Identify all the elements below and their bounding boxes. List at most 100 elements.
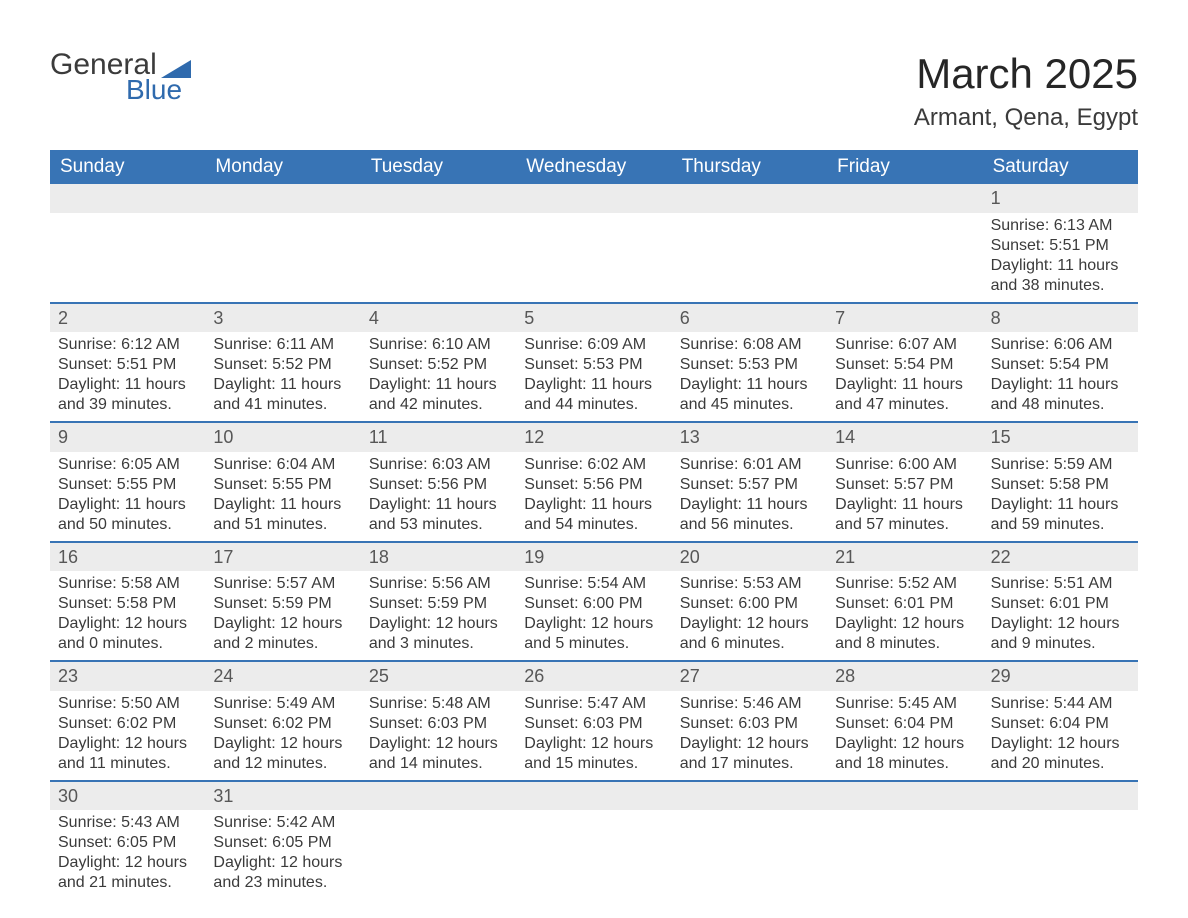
- filler: [524, 276, 663, 296]
- day-number: 18: [361, 541, 516, 572]
- calendar-cell: 30Sunrise: 5:43 AMSunset: 6:05 PMDayligh…: [50, 780, 205, 900]
- title-block: March 2025 Armant, Qena, Egypt: [914, 50, 1138, 132]
- calendar-cell: 6Sunrise: 6:08 AMSunset: 5:53 PMDaylight…: [672, 302, 827, 422]
- sunset-line: Sunset: 6:01 PM: [835, 594, 974, 614]
- calendar-cell: 8Sunrise: 6:06 AMSunset: 5:54 PMDaylight…: [983, 302, 1138, 422]
- day-number: 22: [983, 541, 1138, 572]
- sunset-line: Sunset: 5:51 PM: [991, 236, 1130, 256]
- day-number: 28: [827, 660, 982, 691]
- sunrise-line: Sunrise: 6:09 AM: [524, 335, 663, 355]
- calendar-cell-empty: .: [672, 780, 827, 900]
- day-label: Sunday: [50, 150, 205, 184]
- calendar-cell: 11Sunrise: 6:03 AMSunset: 5:56 PMDayligh…: [361, 421, 516, 541]
- sunrise-line: Sunrise: 5:47 AM: [524, 694, 663, 714]
- calendar-cell: 14 Sunrise: 6:00 AMSunset: 5:57 PMDayligh…: [827, 421, 982, 541]
- filler: [835, 256, 974, 276]
- sunrise-line: Sunrise: 5:50 AM: [58, 694, 197, 714]
- calendar-cell: 5Sunrise: 6:09 AMSunset: 5:53 PMDaylight…: [516, 302, 671, 422]
- sunrise-line: Sunrise: 5:46 AM: [680, 694, 819, 714]
- calendar-cell-empty: .: [361, 780, 516, 900]
- sunrise-line: Sunrise: 6:13 AM: [991, 216, 1130, 236]
- calendar-cell-empty: .: [361, 184, 516, 302]
- day-number: .: [516, 184, 671, 213]
- daylight-line: Daylight: 12 hours and 17 minutes.: [680, 734, 819, 774]
- day-number: 8: [983, 302, 1138, 333]
- daylight-line: Daylight: 12 hours and 8 minutes.: [835, 614, 974, 654]
- logo: General Blue: [50, 50, 191, 104]
- filler: [524, 256, 663, 276]
- sunset-line: Sunset: 6:00 PM: [680, 594, 819, 614]
- filler: [58, 276, 197, 296]
- day-number: 15: [983, 421, 1138, 452]
- calendar-cell-empty: .: [672, 184, 827, 302]
- calendar-cell: 18Sunrise: 5:56 AMSunset: 5:59 PMDayligh…: [361, 541, 516, 661]
- day-number: 31: [205, 780, 360, 811]
- filler: [680, 256, 819, 276]
- daylight-line: Daylight: 12 hours and 23 minutes.: [213, 853, 352, 893]
- calendar-cell: 28Sunrise: 5:45 AMSunset: 6:04 PMDayligh…: [827, 660, 982, 780]
- sunrise-line: Sunrise: 5:54 AM: [524, 574, 663, 594]
- day-number: 9: [50, 421, 205, 452]
- calendar-cell-empty: .: [516, 780, 671, 900]
- sunrise-line: Sunrise: 6:03 AM: [369, 455, 508, 475]
- filler: [524, 236, 663, 256]
- day-number: 7: [827, 302, 982, 333]
- filler: [213, 216, 352, 236]
- daylight-line: Daylight: 12 hours and 12 minutes.: [213, 734, 352, 774]
- filler: [680, 216, 819, 236]
- daylight-line: Daylight: 11 hours and 56 minutes.: [680, 495, 819, 535]
- daylight-line: Daylight: 12 hours and 5 minutes.: [524, 614, 663, 654]
- day-number: 29: [983, 660, 1138, 691]
- day-number: 20: [672, 541, 827, 572]
- sunset-line: Sunset: 6:05 PM: [213, 833, 352, 853]
- calendar-cell: 3Sunrise: 6:11 AMSunset: 5:52 PMDaylight…: [205, 302, 360, 422]
- day-number: .: [827, 184, 982, 213]
- daylight-line: Daylight: 11 hours and 38 minutes.: [991, 256, 1130, 296]
- daylight-line: Daylight: 11 hours and 57 minutes.: [835, 495, 974, 535]
- day-number: 10: [205, 421, 360, 452]
- sunrise-line: Sunrise: 5:48 AM: [369, 694, 508, 714]
- calendar-cell: 26Sunrise: 5:47 AMSunset: 6:03 PMDayligh…: [516, 660, 671, 780]
- day-label: Monday: [205, 150, 360, 184]
- daylight-line: Daylight: 11 hours and 59 minutes.: [991, 495, 1130, 535]
- sunrise-line: Sunrise: 5:58 AM: [58, 574, 197, 594]
- sunrise-line: Sunrise: 5:51 AM: [991, 574, 1130, 594]
- calendar-cell-empty: .: [50, 184, 205, 302]
- calendar-cell: 19Sunrise: 5:54 AMSunset: 6:00 PMDayligh…: [516, 541, 671, 661]
- day-number: 24: [205, 660, 360, 691]
- filler: [835, 276, 974, 296]
- calendar-cell: 25Sunrise: 5:48 AMSunset: 6:03 PMDayligh…: [361, 660, 516, 780]
- sunset-line: Sunset: 6:04 PM: [835, 714, 974, 734]
- calendar-cell: 9Sunrise: 6:05 AMSunset: 5:55 PMDaylight…: [50, 421, 205, 541]
- sunset-line: Sunset: 5:57 PM: [835, 475, 974, 495]
- sunrise-line: Sunrise: 6:02 AM: [524, 455, 663, 475]
- day-number: .: [50, 184, 205, 213]
- sunrise-line: Sunrise: 5:42 AM: [213, 813, 352, 833]
- filler: [213, 256, 352, 276]
- sunrise-line: Sunrise: 6:08 AM: [680, 335, 819, 355]
- sunset-line: Sunset: 5:57 PM: [680, 475, 819, 495]
- day-number: 21: [827, 541, 982, 572]
- calendar: SundayMondayTuesdayWednesdayThursdayFrid…: [50, 150, 1138, 899]
- sunrise-line: Sunrise: 5:43 AM: [58, 813, 197, 833]
- sunset-line: Sunset: 5:52 PM: [369, 355, 508, 375]
- location-subtitle: Armant, Qena, Egypt: [914, 104, 1138, 132]
- sunrise-line: Sunrise: 6:01 AM: [680, 455, 819, 475]
- day-number: 14: [827, 421, 982, 452]
- filler: [680, 276, 819, 296]
- day-number: 5: [516, 302, 671, 333]
- calendar-cell: 1Sunrise: 6:13 AMSunset: 5:51 PMDaylight…: [983, 184, 1138, 302]
- day-number: 16: [50, 541, 205, 572]
- daylight-line: Daylight: 11 hours and 47 minutes.: [835, 375, 974, 415]
- daylight-line: Daylight: 11 hours and 44 minutes.: [524, 375, 663, 415]
- filler: [213, 236, 352, 256]
- filler: [369, 236, 508, 256]
- filler: [58, 256, 197, 276]
- day-number: .: [205, 184, 360, 213]
- sunrise-line: Sunrise: 5:59 AM: [991, 455, 1130, 475]
- calendar-cell-empty: .: [827, 184, 982, 302]
- sunset-line: Sunset: 5:51 PM: [58, 355, 197, 375]
- sunrise-line: Sunrise: 5:49 AM: [213, 694, 352, 714]
- sunset-line: Sunset: 5:52 PM: [213, 355, 352, 375]
- sunrise-line: Sunrise: 6:00 AM: [835, 455, 974, 475]
